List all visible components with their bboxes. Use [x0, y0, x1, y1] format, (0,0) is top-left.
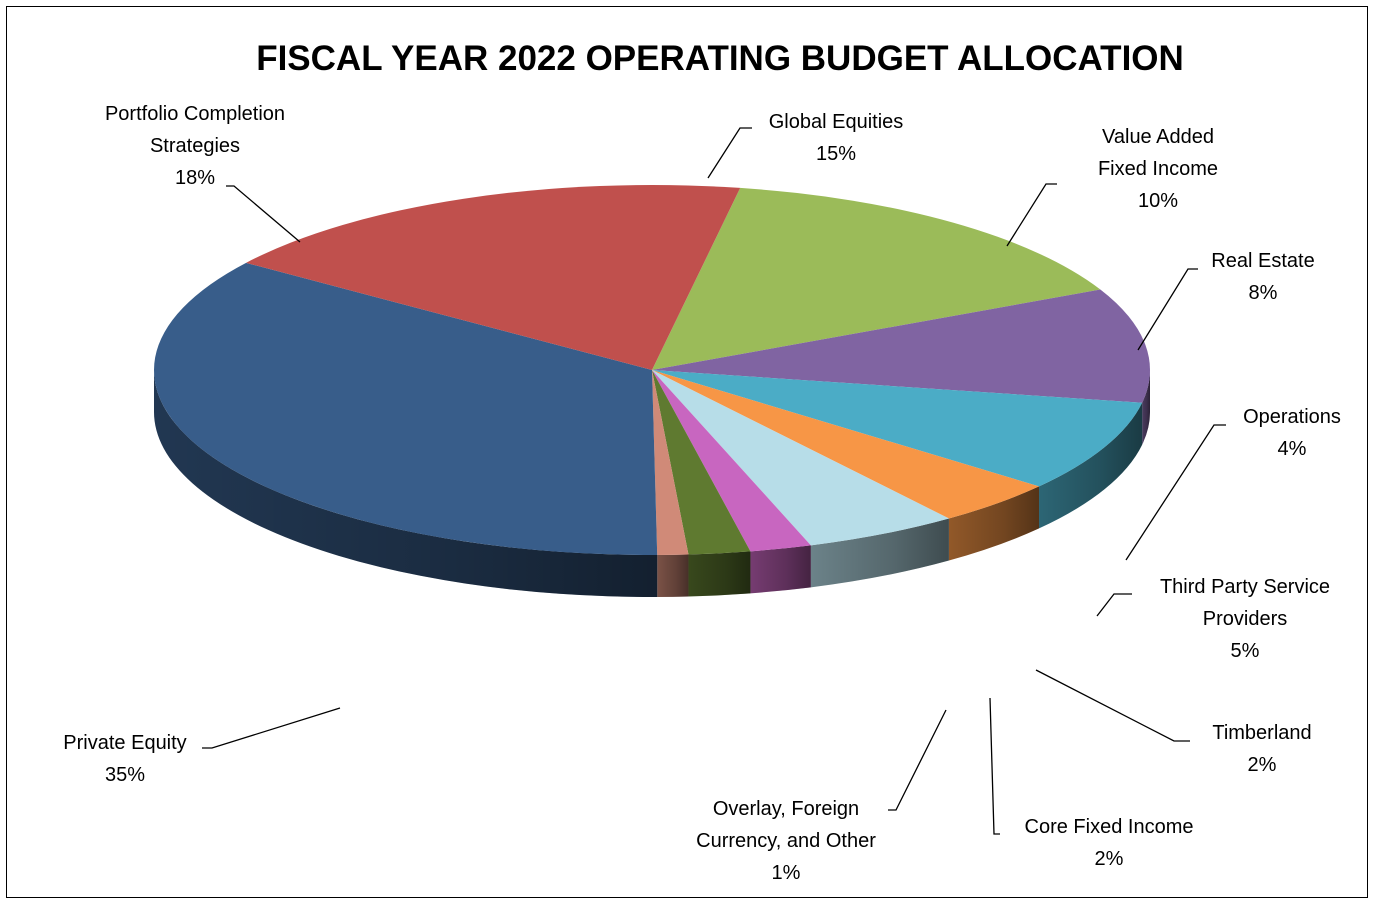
pie-side-shade [154, 370, 658, 597]
pie-slice-overlay-foreign-currency-and-other [652, 370, 689, 555]
chart-title: FISCAL YEAR 2022 OPERATING BUDGET ALLOCA… [256, 39, 1184, 78]
pie-side-shade [657, 554, 689, 597]
pie-slice-real-estate [652, 370, 1143, 487]
pie-slice-private-equity [153, 262, 658, 555]
leader-line-operations [1125, 424, 1226, 561]
leader-line-overlay-foreign-currency-and-other [888, 709, 947, 811]
pie-slice-portfolio-completion-strategies [246, 185, 741, 370]
slice-label-private-equity: Private Equity 35% [63, 732, 186, 786]
pie-slice-operations [652, 370, 1040, 519]
leader-line-core-fixed-income [989, 697, 1000, 835]
leader-line-third-party-service-providers [1096, 593, 1132, 617]
pie-slice-global-equities [652, 187, 1101, 370]
slice-label-operations: Operations 4% [1243, 406, 1341, 460]
pie-slice-third-party-service-providers [652, 370, 949, 546]
pie-top-layer [153, 185, 1150, 555]
pie-side-shade [948, 486, 1040, 561]
leader-lines [202, 127, 1226, 835]
slice-label-real-estate: Real Estate 8% [1211, 250, 1314, 304]
leader-line-real-estate [1137, 268, 1198, 351]
slice-labels: Global Equities 15% Value Added Fixed Incom… [63, 103, 1341, 884]
slice-label-core-fixed-income: Core Fixed Income 2% [1025, 816, 1194, 870]
slice-label-third-party-service-providers: Third Party Service Providers 5% [1160, 576, 1330, 662]
leader-line-value-added-fixed-income [1006, 183, 1057, 247]
leader-line-timberland [1035, 669, 1190, 742]
pie-side-shade [810, 518, 949, 588]
slice-label-global-equities: Global Equities 15% [769, 111, 904, 165]
pie-slice-core-fixed-income [652, 370, 751, 555]
leader-line-private-equity [202, 707, 341, 749]
slice-label-value-added-fixed-income: Value Added Fixed Income 10% [1098, 126, 1218, 212]
leader-line-portfolio-completion-strategies [226, 185, 301, 243]
slice-label-timberland: Timberland 2% [1212, 722, 1311, 776]
pie-side-shade [1039, 402, 1143, 529]
pie-side-layer [154, 370, 1150, 597]
pie-slice-value-added-fixed-income [652, 289, 1150, 403]
pie-side-shade [750, 545, 811, 594]
pie-slice-timberland [652, 370, 811, 552]
slice-label-overlay-foreign-currency-and-other: Overlay, Foreign Currency, and Other 1% [696, 798, 876, 884]
leader-line-global-equities [707, 127, 752, 179]
pie-side-shade [688, 551, 751, 597]
pie-side-shade [1142, 370, 1150, 445]
slice-label-portfolio-completion-strategies: Portfolio Completion Strategies 18% [105, 103, 285, 189]
